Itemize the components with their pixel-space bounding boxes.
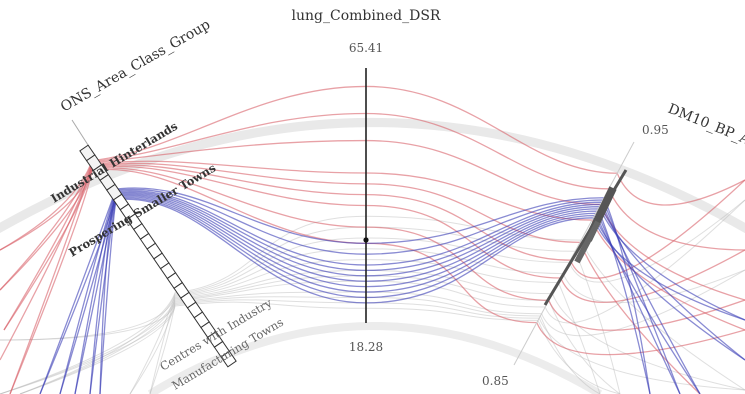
outer-arc: [0, 118, 745, 234]
series-line-industrial-hinterlands: [0, 164, 745, 279]
lung-axis[interactable]: lung_Combined_DSR 65.41 18.28: [292, 8, 441, 354]
background-arcs: [0, 118, 745, 394]
dm10-axis-line: [513, 141, 635, 366]
lung-max-label: 65.41: [349, 41, 383, 55]
dm10-min-label: 0.85: [482, 374, 509, 388]
series-line-other: [129, 199, 745, 394]
dm10-max-label: 0.95: [642, 123, 669, 137]
inner-arc: [147, 322, 603, 394]
dm10-axis-title: DM10_BP_ACH: [666, 101, 745, 157]
ons-category-boxes[interactable]: [79, 144, 237, 368]
dm10-axis-thick-mid: [574, 220, 601, 264]
lung-axis-title: lung_Combined_DSR: [292, 8, 441, 24]
lung-axis-marker: [363, 237, 369, 243]
ons-axis-title: ONS_Area_Class_Group: [58, 17, 213, 116]
ons-axis-stem: [71, 119, 89, 146]
ons-category-box[interactable]: [220, 350, 237, 368]
lung-min-label: 18.28: [349, 340, 383, 354]
series-line-industrial-hinterlands: [0, 165, 745, 303]
